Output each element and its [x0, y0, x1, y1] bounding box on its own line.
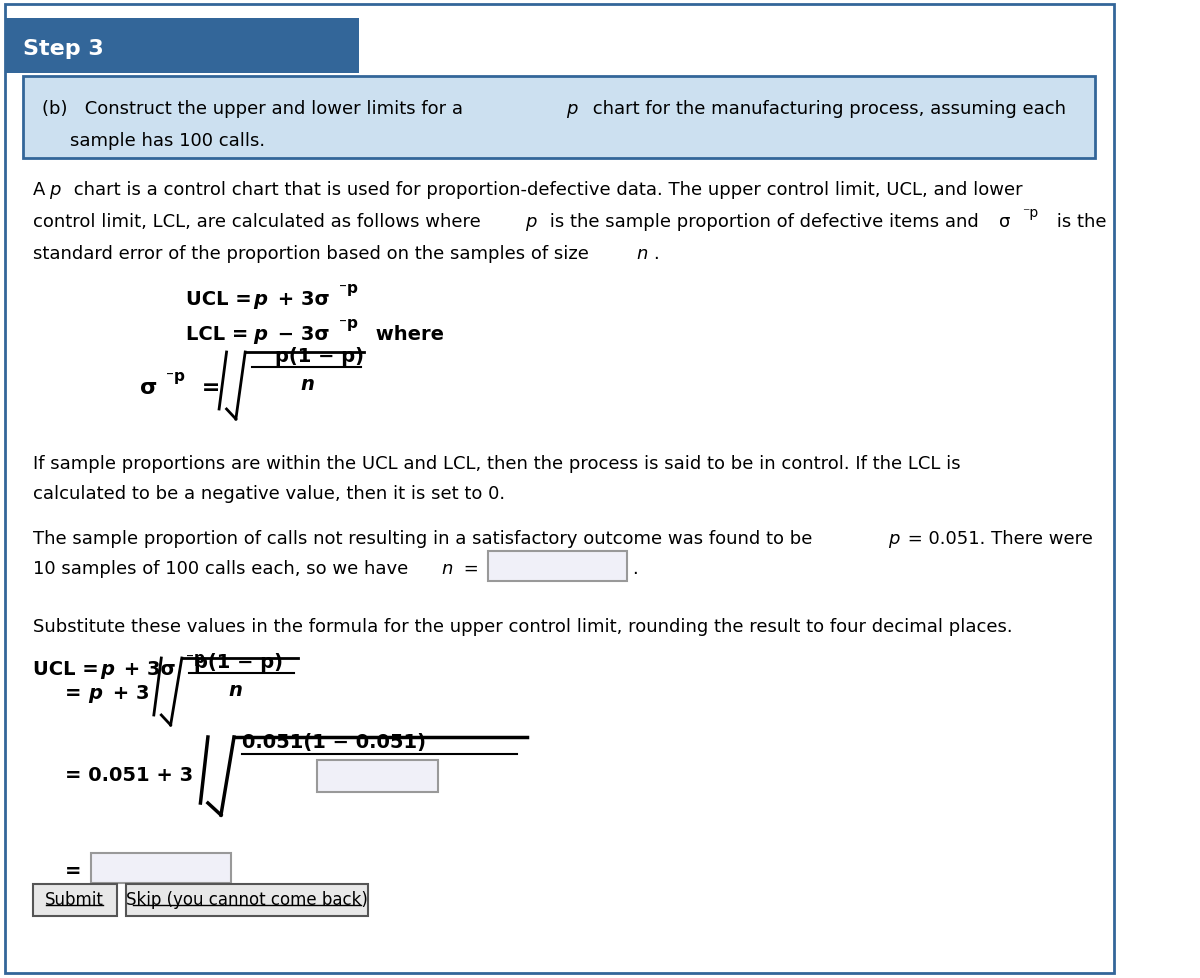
Text: UCL =: UCL =: [32, 659, 106, 679]
Text: p: p: [253, 325, 268, 343]
Text: =: =: [194, 378, 228, 398]
Text: + 3: + 3: [107, 684, 150, 703]
Text: Submit: Submit: [46, 890, 104, 908]
Text: = 0.051. There were: = 0.051. There were: [902, 529, 1093, 548]
FancyBboxPatch shape: [91, 853, 232, 883]
Text: p: p: [524, 213, 536, 231]
Text: chart for the manufacturing process, assuming each: chart for the manufacturing process, ass…: [587, 100, 1067, 118]
Text: p: p: [253, 289, 268, 309]
Text: − 3σ: − 3σ: [271, 325, 330, 343]
Text: = 0.051 + 3: = 0.051 + 3: [65, 766, 193, 784]
Text: ⁻p: ⁻p: [340, 316, 359, 331]
Text: ⁻p: ⁻p: [186, 650, 204, 665]
Text: p: p: [89, 684, 102, 703]
Text: 10 samples of 100 calls each, so we have: 10 samples of 100 calls each, so we have: [32, 559, 414, 577]
Text: ⁻p: ⁻p: [1022, 205, 1038, 220]
Text: (b)   Construct the upper and lower limits for a: (b) Construct the upper and lower limits…: [42, 100, 469, 118]
FancyBboxPatch shape: [5, 19, 359, 74]
Text: + 3σ: + 3σ: [271, 289, 330, 309]
Text: UCL =: UCL =: [186, 289, 259, 309]
Text: The sample proportion of calls not resulting in a satisfactory outcome was found: The sample proportion of calls not resul…: [32, 529, 817, 548]
Text: 0.051(1 − 0.051): 0.051(1 − 0.051): [242, 733, 426, 751]
Text: σ: σ: [998, 213, 1010, 231]
Text: ⁻p: ⁻p: [166, 368, 185, 383]
Text: σ: σ: [140, 378, 157, 398]
Text: =: =: [65, 684, 89, 703]
Text: A: A: [32, 181, 50, 199]
Text: LCL =: LCL =: [186, 325, 256, 343]
Text: chart is a control chart that is used for proportion-defective data. The upper c: chart is a control chart that is used fo…: [68, 181, 1022, 199]
Text: p(1 − p): p(1 − p): [194, 652, 283, 671]
Text: Skip (you cannot come back): Skip (you cannot come back): [126, 890, 368, 908]
Text: n: n: [637, 244, 648, 263]
Text: standard error of the proportion based on the samples of size: standard error of the proportion based o…: [32, 244, 594, 263]
Text: n: n: [300, 375, 314, 393]
Text: p(1 − p): p(1 − p): [275, 346, 364, 366]
Text: n: n: [440, 559, 452, 577]
Text: p: p: [100, 659, 114, 679]
Text: .: .: [653, 244, 659, 263]
Text: .: .: [632, 559, 638, 577]
Text: p: p: [566, 100, 577, 118]
FancyBboxPatch shape: [126, 884, 368, 916]
Text: ⁻p: ⁻p: [340, 281, 359, 295]
Text: If sample proportions are within the UCL and LCL, then the process is said to be: If sample proportions are within the UCL…: [32, 455, 960, 472]
Text: calculated to be a negative value, then it is set to 0.: calculated to be a negative value, then …: [32, 484, 505, 503]
Text: is the sample proportion of defective items and: is the sample proportion of defective it…: [544, 213, 984, 231]
Text: p: p: [49, 181, 61, 199]
Text: p: p: [888, 529, 900, 548]
Text: sample has 100 calls.: sample has 100 calls.: [70, 132, 265, 150]
Text: + 3σ: + 3σ: [118, 659, 176, 679]
Text: Substitute these values in the formula for the upper control limit, rounding the: Substitute these values in the formula f…: [32, 617, 1013, 636]
Text: =: =: [457, 559, 485, 577]
FancyBboxPatch shape: [32, 884, 116, 916]
Text: where: where: [370, 325, 444, 343]
FancyBboxPatch shape: [23, 77, 1096, 158]
Text: control limit, LCL, are calculated as follows where: control limit, LCL, are calculated as fo…: [32, 213, 486, 231]
Text: n: n: [228, 681, 242, 699]
FancyBboxPatch shape: [487, 552, 628, 581]
FancyBboxPatch shape: [5, 5, 1114, 973]
Text: Step 3: Step 3: [23, 39, 104, 59]
FancyBboxPatch shape: [317, 760, 438, 792]
Text: is the: is the: [1051, 213, 1106, 231]
Text: =: =: [65, 861, 89, 880]
